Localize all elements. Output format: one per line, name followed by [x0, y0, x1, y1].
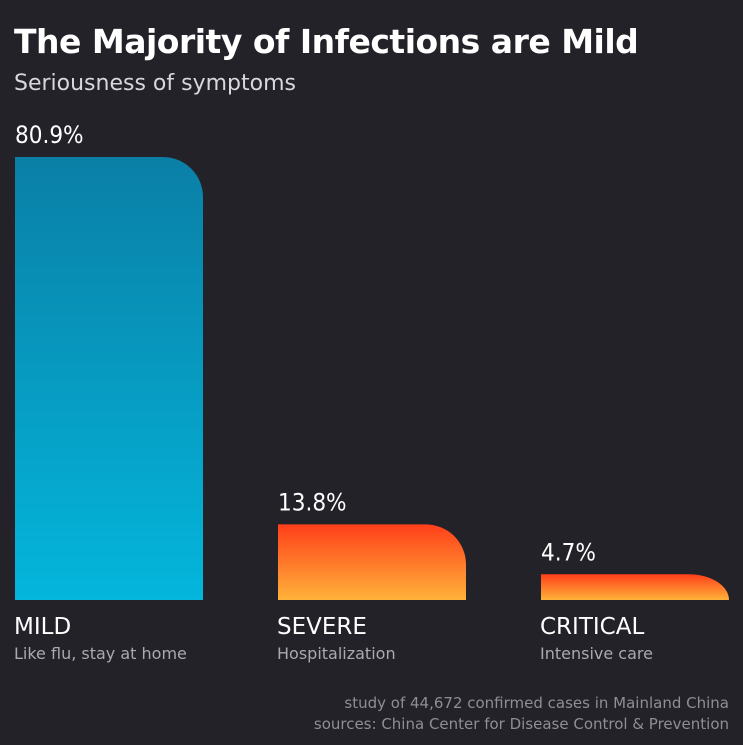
- category-label-severe: SEVERE: [277, 614, 367, 640]
- bar-mild: [15, 157, 203, 600]
- description-label-critical: Intensive care: [540, 644, 653, 663]
- value-label-mild: 80.9%: [15, 121, 84, 149]
- chart-subtitle: Seriousness of symptoms: [14, 71, 296, 96]
- description-label-severe: Hospitalization: [277, 644, 396, 663]
- value-label-critical: 4.7%: [541, 538, 596, 566]
- bar-critical: [541, 574, 729, 600]
- value-label-severe: 13.8%: [278, 488, 347, 516]
- footnote-study: study of 44,672 confirmed cases in Mainl…: [344, 694, 729, 712]
- chart-title: The Majority of Infections are Mild: [14, 22, 639, 61]
- footnote: study of 44,672 confirmed cases in Mainl…: [314, 693, 729, 735]
- bar-severe: [278, 524, 466, 600]
- footnote-sources: sources: China Center for Disease Contro…: [313, 715, 729, 733]
- category-label-mild: MILD: [14, 614, 71, 640]
- description-label-mild: Like flu, stay at home: [14, 644, 187, 663]
- category-label-critical: CRITICAL: [540, 614, 644, 640]
